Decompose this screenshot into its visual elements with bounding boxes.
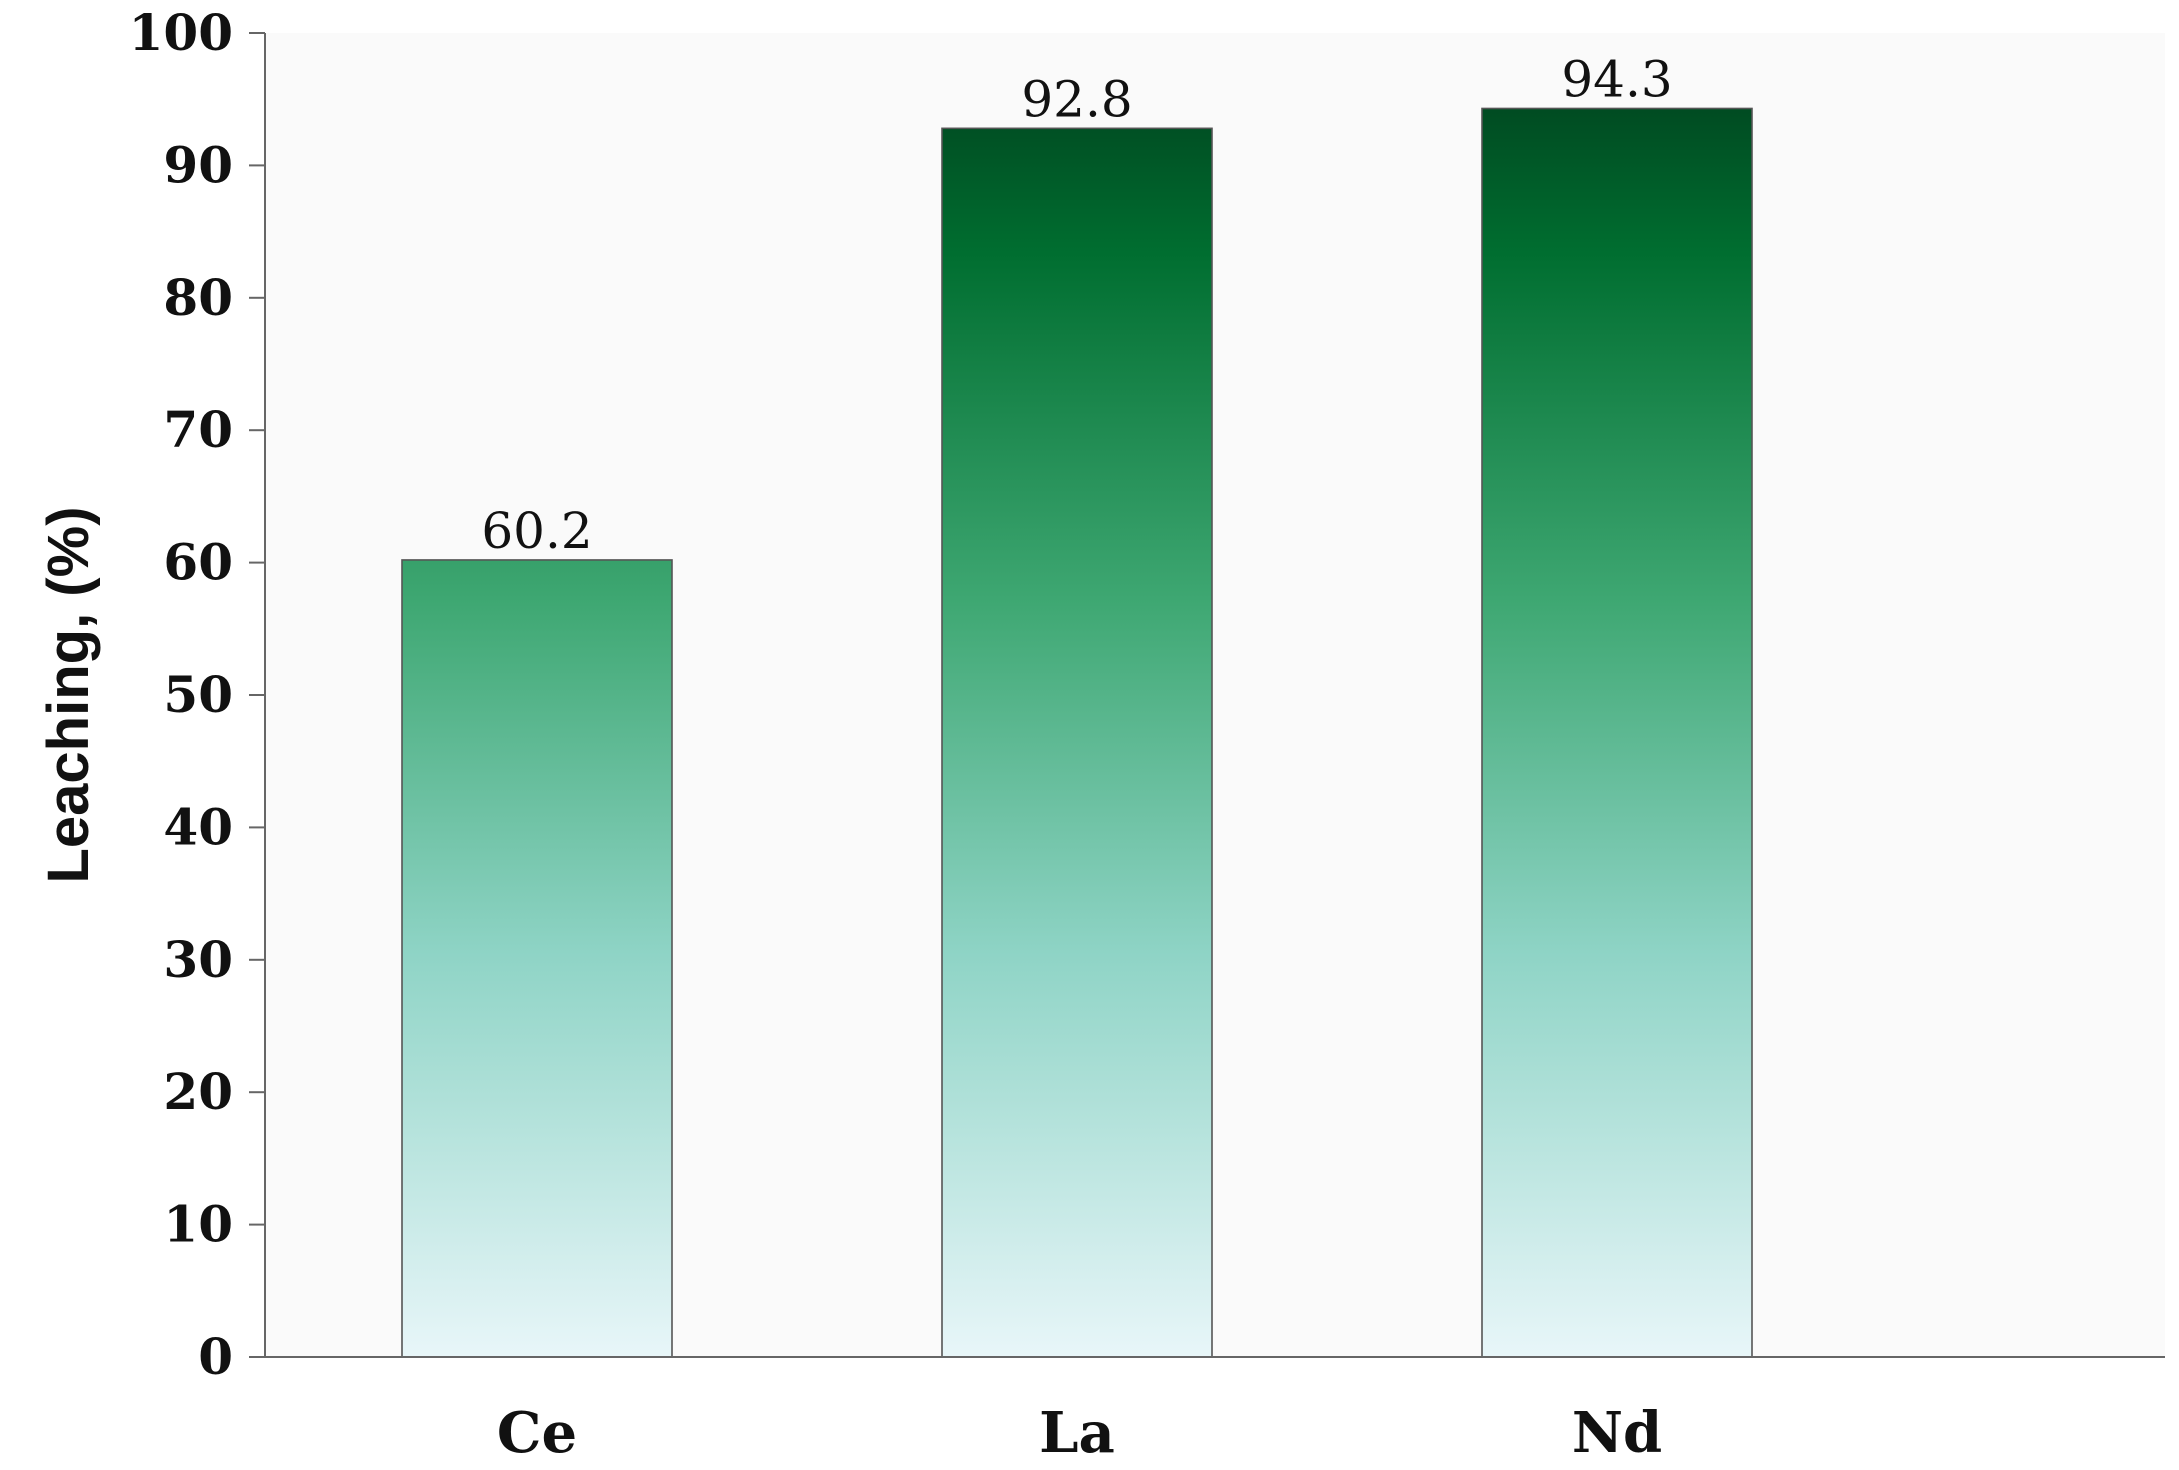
labels: 60.2 Ce 92.8 La 94.3 Nd [481,50,1672,1466]
y-tick-label: 100 [129,3,233,62]
y-tick-label: 0 [198,1327,233,1386]
y-tick-label: 80 [163,268,233,327]
y-tick-label: 40 [163,797,233,856]
y-tick-label: 90 [163,135,233,194]
x-tick-label-ce: Ce [497,1400,577,1466]
bar-nd [1481,107,1753,1358]
y-tick-label: 50 [163,665,233,724]
y-tick-label: 30 [163,930,233,989]
y-tick-label: 20 [163,1062,233,1121]
y-tick-label: 70 [163,400,233,459]
x-tick-label-la: La [1039,1400,1115,1466]
y-tick-label: 10 [163,1195,233,1254]
x-tick-label-nd: Nd [1572,1400,1662,1466]
bar-ce [401,559,673,1358]
bars [401,107,1753,1358]
bar-la [941,127,1213,1358]
y-axis-title: Leaching, (%) [36,506,101,883]
y-tick-label: 60 [163,533,233,592]
data-label-la: 92.8 [1021,70,1132,128]
data-label-nd: 94.3 [1561,50,1672,108]
y-ticks: 0 10 20 30 40 50 60 70 80 90 100 [129,3,265,1386]
data-label-ce: 60.2 [481,502,592,560]
